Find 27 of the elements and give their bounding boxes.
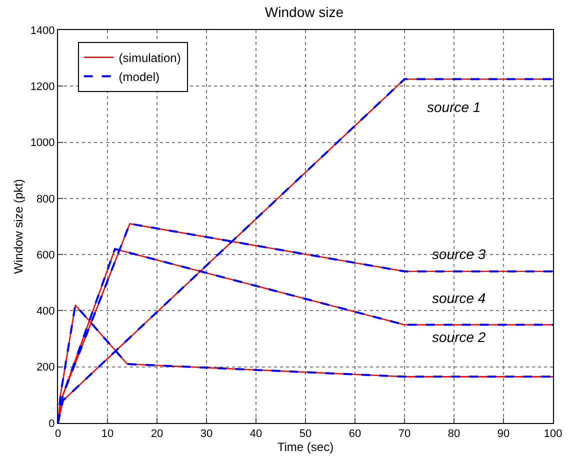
x-tick-label: 60 [348,428,362,440]
y-tick-label: 1000 [30,137,55,150]
x-tick-label: 10 [101,428,114,440]
x-tick-label: 30 [200,428,213,440]
annotation: source 2 [432,329,486,345]
chart-title: Window size [264,4,344,20]
y-tick-label: 400 [36,306,55,318]
x-tick-label: 70 [398,428,411,440]
y-axis-title: Window size (pkt) [12,179,26,274]
x-tick-label: 50 [299,428,312,440]
y-tick-label: 600 [36,249,55,262]
x-tick-label: 40 [250,428,262,440]
annotation: source 1 [427,99,481,115]
x-tick-label: 90 [497,428,510,440]
x-tick-label: 20 [150,428,164,440]
y-tick-label: 1400 [30,24,55,37]
y-tick-label: 200 [36,362,55,374]
x-tick-label: 80 [448,428,460,440]
legend-label: (simulation) [118,50,181,65]
y-tick-label: 1200 [30,80,55,93]
y-tick-label: 800 [36,193,55,206]
x-axis-title: Time (sec) [277,440,334,454]
legend-label: (model) [118,70,160,84]
y-tick-label: 0 [48,418,55,430]
x-tick-label: 100 [544,428,562,440]
annotation: source 3 [432,246,486,262]
annotation: source 4 [432,290,486,306]
